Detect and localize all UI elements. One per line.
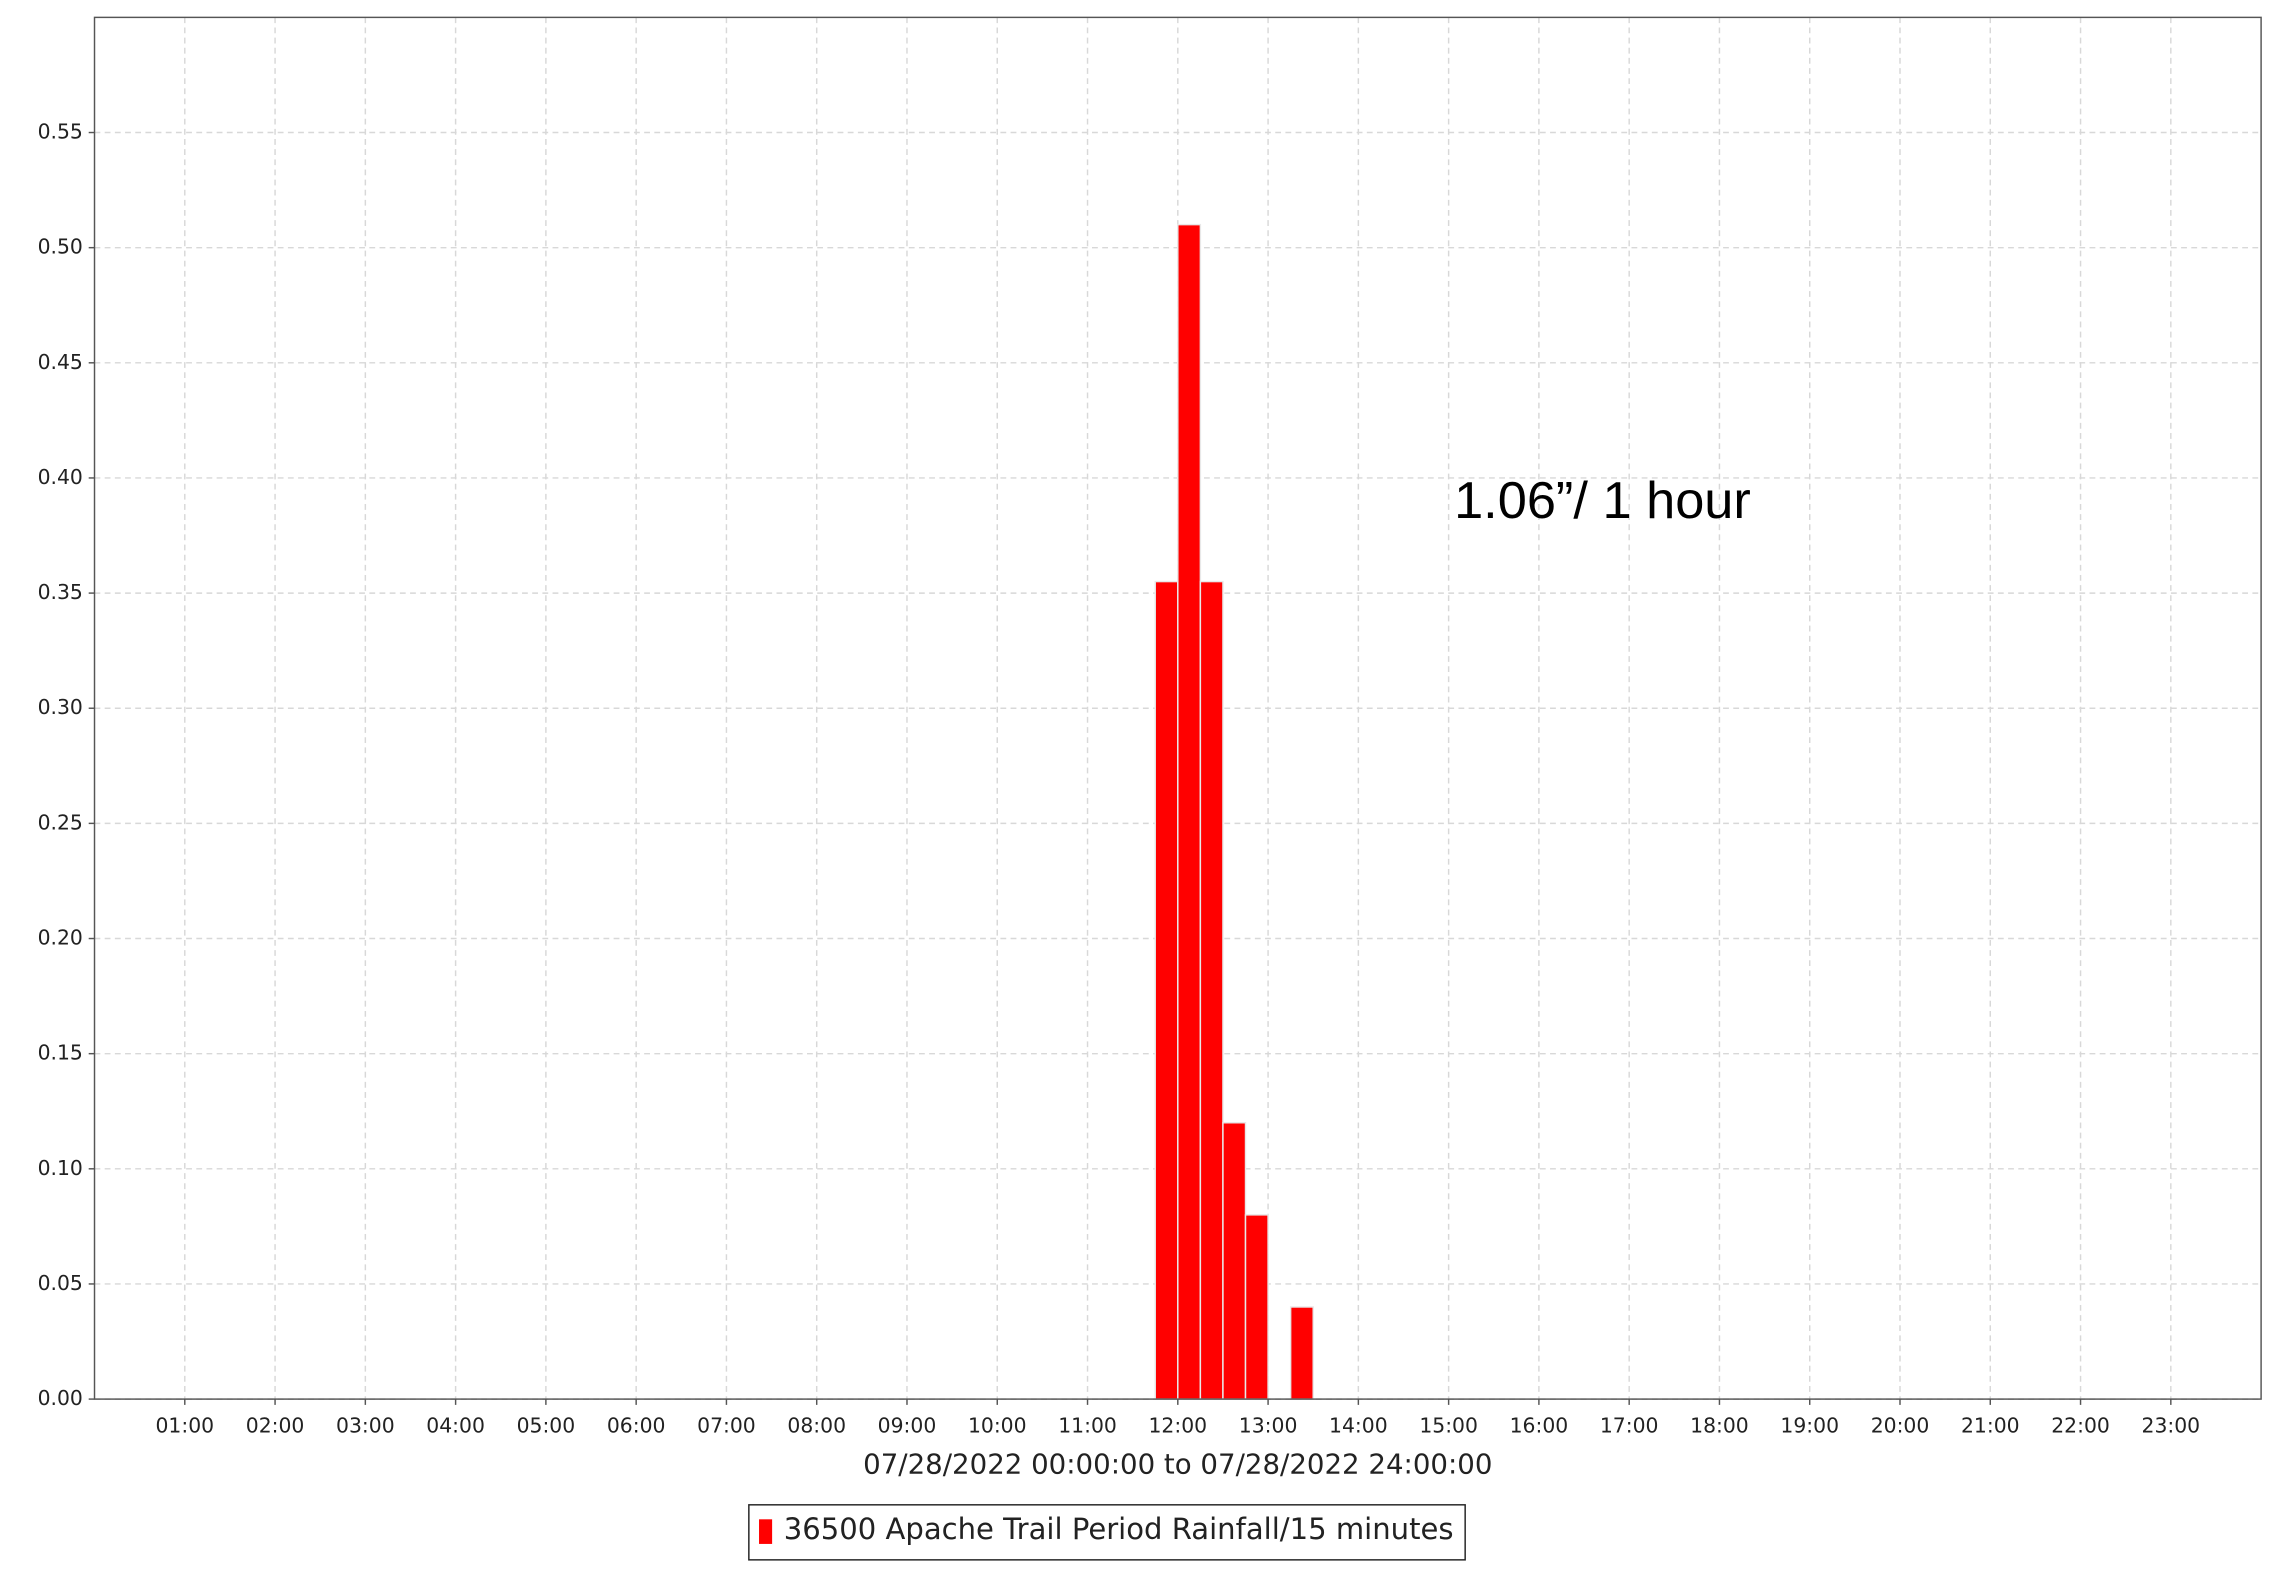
legend: 36500 Apache Trail Period Rainfall/15 mi… [748, 1504, 1466, 1561]
y-tick-label: 0.30 [38, 695, 83, 719]
x-tick-label: 14:00 [1329, 1414, 1388, 1438]
y-tick-label: 0.55 [38, 120, 83, 144]
x-tick-label: 13:00 [1239, 1414, 1298, 1438]
x-tick-label: 22:00 [2051, 1414, 2110, 1438]
y-tick-label: 0.40 [38, 465, 83, 489]
x-axis-label: 07/28/2022 00:00:00 to 07/28/2022 24:00:… [863, 1448, 1492, 1481]
x-tick-label: 02:00 [246, 1414, 305, 1438]
y-tick-label: 0.10 [38, 1156, 83, 1180]
x-tick-label: 11:00 [1058, 1414, 1117, 1438]
annotation: 1.06”/ 1 hour [1454, 472, 1751, 530]
legend-label: 36500 Apache Trail Period Rainfall/15 mi… [784, 1512, 1454, 1546]
y-tick-label: 0.20 [38, 926, 83, 950]
legend-box [748, 1504, 1466, 1561]
x-tick-label: 10:00 [968, 1414, 1027, 1438]
bar [1222, 1122, 1247, 1400]
x-tick-label: 12:00 [1148, 1414, 1207, 1438]
grid [94, 17, 2262, 1400]
x-tick-label: 01:00 [155, 1414, 214, 1438]
x-tick-label: 19:00 [1780, 1414, 1839, 1438]
x-tick-label: 09:00 [878, 1414, 937, 1438]
bar [1177, 223, 1202, 1400]
y-tick-label: 0.25 [38, 810, 83, 834]
x-tick-label: 08:00 [787, 1414, 846, 1438]
y-tick-label: 0.35 [38, 580, 83, 604]
bar [1289, 1306, 1314, 1400]
x-tick-label: 03:00 [336, 1414, 395, 1438]
x-tick-label: 20:00 [1871, 1414, 1930, 1438]
x-tick-label: 15:00 [1419, 1414, 1478, 1438]
x-tick-label: 18:00 [1690, 1414, 1749, 1438]
y-tick-label: 0.05 [38, 1271, 83, 1295]
x-tick-label: 07:00 [697, 1414, 756, 1438]
y-tick-label: 0.45 [38, 350, 83, 374]
x-tick-label: 23:00 [2142, 1414, 2201, 1438]
x-tick-label: 05:00 [517, 1414, 576, 1438]
x-tick-label: 21:00 [1961, 1414, 2020, 1438]
x-tick-label: 17:00 [1600, 1414, 1659, 1438]
bar [1199, 580, 1224, 1400]
bar [1154, 580, 1179, 1400]
y-tick-label: 0.15 [38, 1041, 83, 1065]
bar [1244, 1214, 1269, 1400]
x-tick-label: 06:00 [607, 1414, 666, 1438]
legend-swatch [759, 1519, 773, 1544]
x-tick-label: 16:00 [1510, 1414, 1569, 1438]
x-tick-label: 04:00 [426, 1414, 485, 1438]
y-tick-label: 0.50 [38, 235, 83, 259]
y-tick-label: 0.00 [38, 1386, 83, 1410]
marks [1154, 223, 1314, 1400]
